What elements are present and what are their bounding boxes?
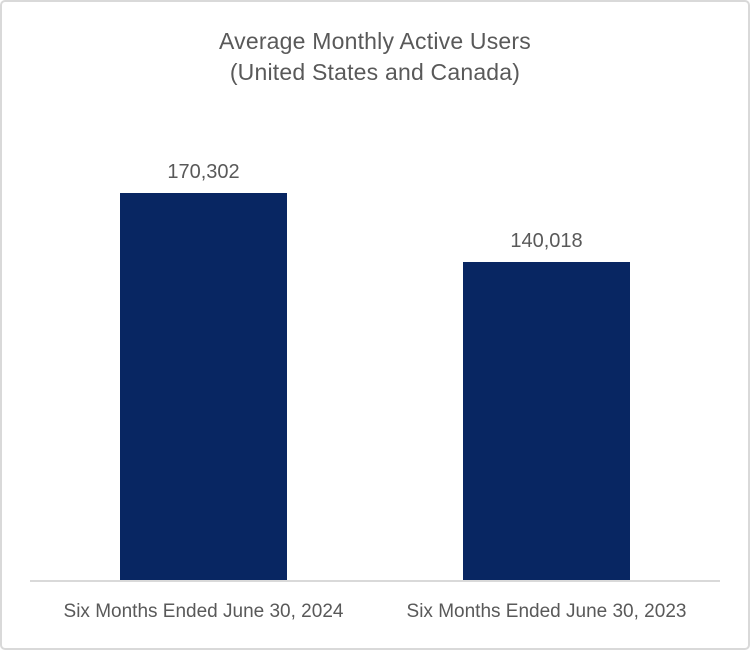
category-label-2023: Six Months Ended June 30, 2023 (406, 601, 687, 622)
bar-group-2023: 140,018 (463, 229, 630, 580)
value-label-2023: 140,018 (510, 230, 583, 252)
category-label-2024: Six Months Ended June 30, 2024 (63, 601, 344, 622)
x-axis-line (30, 580, 720, 582)
chart-title: Average Monthly Active Users (United Sta… (219, 28, 531, 85)
bar-2023 (463, 262, 630, 580)
bar-group-2024: 170,302 (120, 160, 287, 580)
value-label-2024: 170,302 (167, 161, 240, 183)
bar-2024 (120, 193, 287, 580)
